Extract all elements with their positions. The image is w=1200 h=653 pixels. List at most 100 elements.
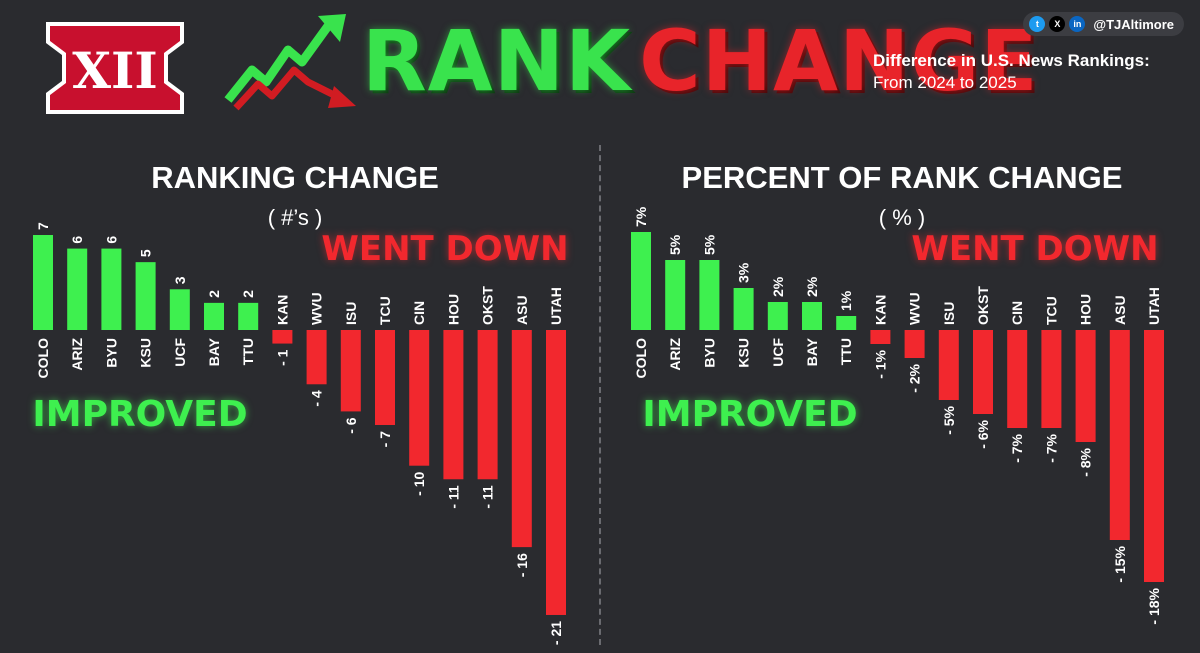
bar-wvu [904,330,925,358]
bar-cin [409,330,430,466]
value-label: - 11 [445,485,461,509]
value-label: 6 [103,236,119,244]
subtitle-line-2: From 2024 to 2025 [873,73,1017,92]
improved-label: IMPROVED [642,394,857,435]
category-label: KAN [872,295,888,325]
bar-byu [101,248,122,330]
value-label: - 1 [274,349,290,366]
category-label: OKST [975,286,991,325]
bar-tcu [1041,330,1062,428]
category-label: ISU [343,302,359,325]
category-label: WVU [907,292,923,325]
category-label: TTU [838,338,854,365]
bar-bay [204,302,224,330]
category-label: ASU [514,295,530,325]
percent-rank-change-chart: PERCENT OF RANK CHANGE ( % )WENT DOWN IMPR… [631,160,1164,625]
went-down-label: WENT DOWN [321,229,568,269]
category-label: UCF [172,338,188,367]
value-label: - 7% [1009,433,1025,462]
category-label: UCF [770,338,786,367]
bar-wvu [306,330,327,385]
bar-cin [1007,330,1028,428]
bar-colo [33,235,53,330]
subtitle-line-1: Difference in U.S. News Rankings: [873,51,1150,70]
chart-title: PERCENT OF RANK CHANGE [682,160,1123,195]
bar-utah [1144,330,1164,582]
category-label: ARIZ [667,338,683,371]
value-label: 7% [633,206,649,227]
bar-okst [477,330,498,480]
x-icon: X [1049,16,1066,32]
value-label: - 2% [907,363,923,392]
category-label: TCU [377,296,393,325]
bar-ksu [733,288,754,330]
bar-ucf [169,289,190,330]
category-label: OKST [480,286,496,325]
category-label: CIN [1009,301,1025,325]
linkedin-icon: in [1069,16,1086,32]
category-label: UTAH [1146,287,1162,325]
category-label: ARIZ [69,338,85,371]
bar-hou [443,330,464,480]
title-rank: RANK [362,12,632,110]
value-label: - 4 [309,390,325,407]
big-12-logo: XII [46,22,184,114]
category-label: COLO [633,338,649,379]
category-label: BYU [103,338,119,368]
value-label: 2 [206,290,222,298]
category-label: BYU [701,338,717,368]
category-label: KAN [274,295,290,325]
value-label: 3% [736,262,752,283]
bar-kan [272,330,293,344]
category-label: HOU [445,294,461,325]
category-label: ISU [941,302,957,325]
value-label: 7 [35,222,51,230]
category-label: COLO [35,338,51,379]
category-label: CIN [411,301,427,325]
category-label: KSU [736,338,752,368]
value-label: 5% [667,234,683,255]
value-label: 1% [838,290,854,311]
value-label: - 10 [411,471,427,495]
value-label: - 15% [1112,545,1128,582]
went-down-label: WENT DOWN [911,229,1158,269]
bar-colo [631,232,651,330]
bar-asu [511,330,532,548]
bar-ucf [767,302,788,330]
bar-utah [546,330,566,615]
value-label: - 18% [1146,587,1162,624]
bar-tcu [375,330,395,425]
value-label: 6 [69,236,85,244]
category-label: KSU [138,338,154,368]
bar-isu [340,330,361,412]
social-handle-badge[interactable]: t X in @TJAltimore [1023,12,1184,36]
value-label: 5 [138,249,154,257]
value-label: - 6% [975,419,991,448]
value-label: 3 [172,276,188,284]
chart-subtitle: ( #’s ) [268,205,323,230]
bar-ttu [238,302,259,330]
category-label: TTU [240,338,256,365]
value-label: - 7% [1043,433,1059,462]
value-label: 2 [240,290,256,298]
bar-okst [973,330,993,414]
bar-byu [699,260,720,330]
chart-title: RANKING CHANGE [151,160,439,195]
bar-kan [870,330,891,344]
hero-title: RANKCHANGE [362,6,1039,116]
bar-bay [802,302,822,330]
category-label: WVU [309,292,325,325]
logo-text: XII [72,41,158,100]
chart-divider [599,145,601,645]
value-label: - 21 [548,621,564,645]
bar-ttu [836,316,857,330]
social-handle: @TJAltimore [1093,16,1174,32]
value-label: 2% [770,276,786,297]
value-label: 5% [701,234,717,255]
category-label: BAY [804,337,820,366]
value-label: - 1% [872,349,888,378]
title-change: CHANGE [639,12,1039,110]
bar-isu [938,330,959,400]
value-label: 2% [804,276,820,297]
value-label: - 16 [514,553,530,577]
